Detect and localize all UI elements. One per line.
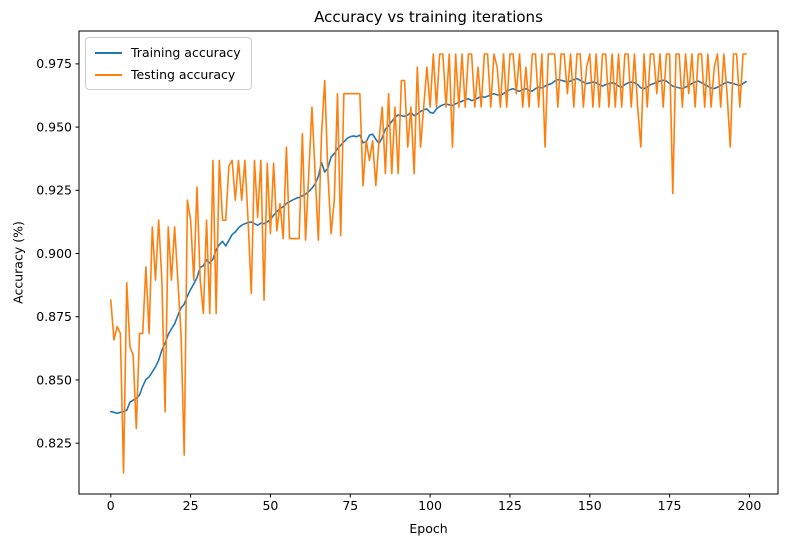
testing-line-swatch (95, 73, 122, 76)
svg-text:25: 25 (183, 498, 199, 513)
legend-item-training: Training accuracy (95, 45, 241, 60)
svg-text:0.825: 0.825 (36, 435, 72, 450)
chart-title: Accuracy vs training iterations (314, 8, 543, 26)
svg-text:75: 75 (342, 498, 358, 513)
svg-text:0.975: 0.975 (36, 56, 72, 71)
x-axis-label: Epoch (409, 521, 448, 536)
svg-text:0.850: 0.850 (36, 372, 72, 387)
svg-text:175: 175 (658, 498, 682, 513)
svg-text:0.875: 0.875 (36, 309, 72, 324)
y-axis-label: Accuracy (%) (10, 221, 26, 304)
svg-text:0.950: 0.950 (36, 119, 72, 134)
legend-label-training: Training accuracy (131, 45, 241, 60)
svg-text:125: 125 (498, 498, 522, 513)
svg-text:50: 50 (262, 498, 278, 513)
training-line-swatch (95, 51, 122, 54)
legend-item-testing: Testing accuracy (95, 67, 241, 82)
svg-text:100: 100 (418, 498, 442, 513)
svg-text:0.900: 0.900 (36, 246, 72, 261)
legend: Training accuracy Testing accuracy (85, 37, 252, 90)
svg-text:200: 200 (737, 498, 761, 513)
svg-text:150: 150 (578, 498, 602, 513)
svg-text:0.925: 0.925 (36, 183, 72, 198)
legend-label-testing: Testing accuracy (131, 67, 236, 82)
svg-text:0: 0 (107, 498, 115, 513)
